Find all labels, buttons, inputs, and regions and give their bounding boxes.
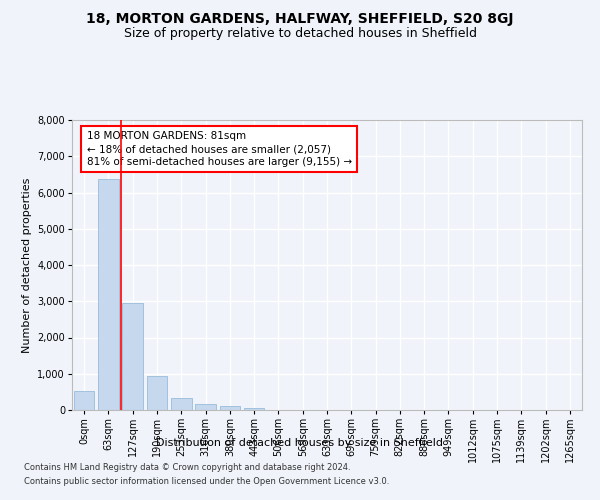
Text: Distribution of detached houses by size in Sheffield: Distribution of detached houses by size …: [157, 438, 443, 448]
Bar: [98, 178, 119, 410]
Text: 18, MORTON GARDENS, HALFWAY, SHEFFIELD, S20 8GJ: 18, MORTON GARDENS, HALFWAY, SHEFFIELD, …: [86, 12, 514, 26]
Text: Contains public sector information licensed under the Open Government Licence v3: Contains public sector information licen…: [24, 477, 389, 486]
Text: Size of property relative to detached houses in Sheffield: Size of property relative to detached ho…: [124, 28, 476, 40]
Bar: [74, 391, 94, 410]
Bar: [244, 408, 265, 410]
Y-axis label: Number of detached properties: Number of detached properties: [22, 178, 32, 352]
Bar: [146, 376, 167, 410]
Text: 18 MORTON GARDENS: 81sqm
← 18% of detached houses are smaller (2,057)
81% of sem: 18 MORTON GARDENS: 81sqm ← 18% of detach…: [86, 131, 352, 168]
Text: Contains HM Land Registry data © Crown copyright and database right 2024.: Contains HM Land Registry data © Crown c…: [24, 464, 350, 472]
Bar: [171, 398, 191, 410]
Bar: [195, 404, 216, 410]
Bar: [122, 303, 143, 410]
Bar: [220, 406, 240, 410]
